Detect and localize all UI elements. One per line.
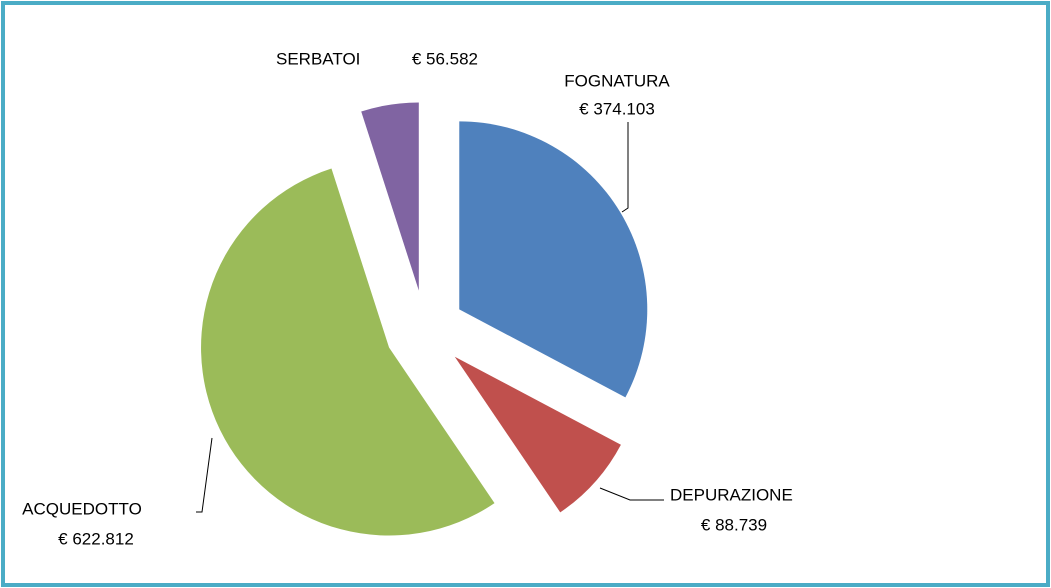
slice-value-label: € 56.582 xyxy=(412,49,478,68)
slice-value-label: € 374.103 xyxy=(579,99,655,118)
leader-line xyxy=(196,437,213,513)
slice-category-label: SERBATOI xyxy=(276,49,360,68)
pie-slice xyxy=(361,102,419,291)
slice-value-label: € 88.739 xyxy=(701,515,767,534)
pie-slice xyxy=(454,356,621,513)
leader-lines xyxy=(196,122,664,513)
slice-category-label: DEPURAZIONE xyxy=(670,485,793,504)
slice-category-label: ACQUEDOTTO xyxy=(22,499,142,518)
leader-line xyxy=(621,122,629,213)
slice-value-label: € 622.812 xyxy=(58,529,134,548)
pie-slice xyxy=(201,168,495,536)
slice-category-label: FOGNATURA xyxy=(564,71,670,90)
pie-slice xyxy=(459,121,648,398)
leader-line xyxy=(599,487,664,501)
